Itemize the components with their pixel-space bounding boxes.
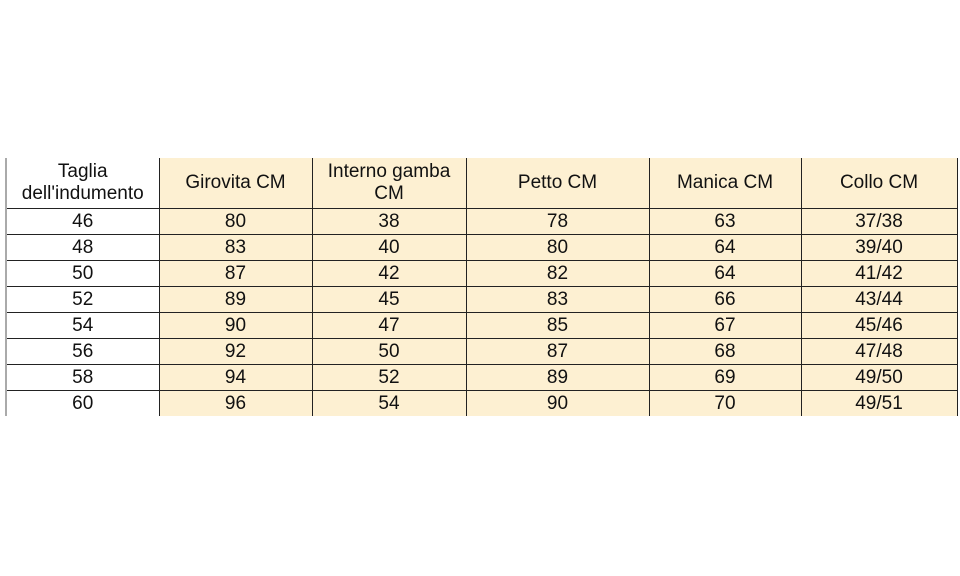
cell-waist: 92	[158, 338, 313, 365]
cell-inseam: 54	[311, 390, 467, 416]
cell-waist: 87	[158, 260, 313, 287]
header-neck: Collo CM	[800, 158, 958, 209]
cell-chest: 89	[465, 364, 650, 391]
cell-sleeve: 66	[648, 286, 802, 313]
cell-inseam: 50	[311, 338, 467, 365]
cell-waist: 94	[158, 364, 313, 391]
cell-neck: 41/42	[800, 260, 958, 287]
cell-neck: 47/48	[800, 338, 958, 365]
cell-neck: 45/46	[800, 312, 958, 339]
cell-inseam: 52	[311, 364, 467, 391]
cell-waist: 90	[158, 312, 313, 339]
cell-neck: 43/44	[800, 286, 958, 313]
table-row: 58 94 52 89 69 49/50	[5, 364, 958, 391]
cell-neck: 39/40	[800, 234, 958, 261]
cell-size: 56	[5, 338, 160, 365]
cell-sleeve: 63	[648, 208, 802, 235]
cell-sleeve: 64	[648, 260, 802, 287]
cell-chest: 87	[465, 338, 650, 365]
table-row: 46 80 38 78 63 37/38	[5, 208, 958, 235]
table-row: 60 96 54 90 70 49/51	[5, 390, 958, 416]
cell-sleeve: 69	[648, 364, 802, 391]
header-sleeve: Manica CM	[648, 158, 802, 209]
cell-sleeve: 64	[648, 234, 802, 261]
cell-inseam: 47	[311, 312, 467, 339]
cell-chest: 78	[465, 208, 650, 235]
cell-chest: 82	[465, 260, 650, 287]
cell-sleeve: 67	[648, 312, 802, 339]
cell-chest: 83	[465, 286, 650, 313]
table-row: 54 90 47 85 67 45/46	[5, 312, 958, 339]
cell-size: 60	[5, 390, 160, 416]
table-row: 48 83 40 80 64 39/40	[5, 234, 958, 261]
cell-neck: 49/50	[800, 364, 958, 391]
cell-chest: 90	[465, 390, 650, 416]
table-row: 50 87 42 82 64 41/42	[5, 260, 958, 287]
table-row: 56 92 50 87 68 47/48	[5, 338, 958, 365]
cell-neck: 37/38	[800, 208, 958, 235]
cell-size: 48	[5, 234, 160, 261]
table-row: 52 89 45 83 66 43/44	[5, 286, 958, 313]
cell-size: 50	[5, 260, 160, 287]
cell-size: 46	[5, 208, 160, 235]
header-inseam: Interno gamba CM	[311, 158, 467, 209]
cell-size: 52	[5, 286, 160, 313]
header-waist: Girovita CM	[158, 158, 313, 209]
header-size: Taglia dell'indumento	[5, 158, 160, 209]
cell-inseam: 38	[311, 208, 467, 235]
cell-size: 54	[5, 312, 160, 339]
cell-waist: 80	[158, 208, 313, 235]
size-chart-table: Taglia dell'indumento Girovita CM Interno …	[5, 158, 958, 416]
cell-chest: 80	[465, 234, 650, 261]
cell-waist: 83	[158, 234, 313, 261]
header-row: Taglia dell'indumento Girovita CM Interno …	[5, 158, 958, 209]
cell-waist: 89	[158, 286, 313, 313]
cell-waist: 96	[158, 390, 313, 416]
cell-size: 58	[5, 364, 160, 391]
cell-inseam: 42	[311, 260, 467, 287]
cell-sleeve: 70	[648, 390, 802, 416]
cell-neck: 49/51	[800, 390, 958, 416]
header-chest: Petto CM	[465, 158, 650, 209]
cell-inseam: 45	[311, 286, 467, 313]
cell-sleeve: 68	[648, 338, 802, 365]
cell-chest: 85	[465, 312, 650, 339]
cell-inseam: 40	[311, 234, 467, 261]
